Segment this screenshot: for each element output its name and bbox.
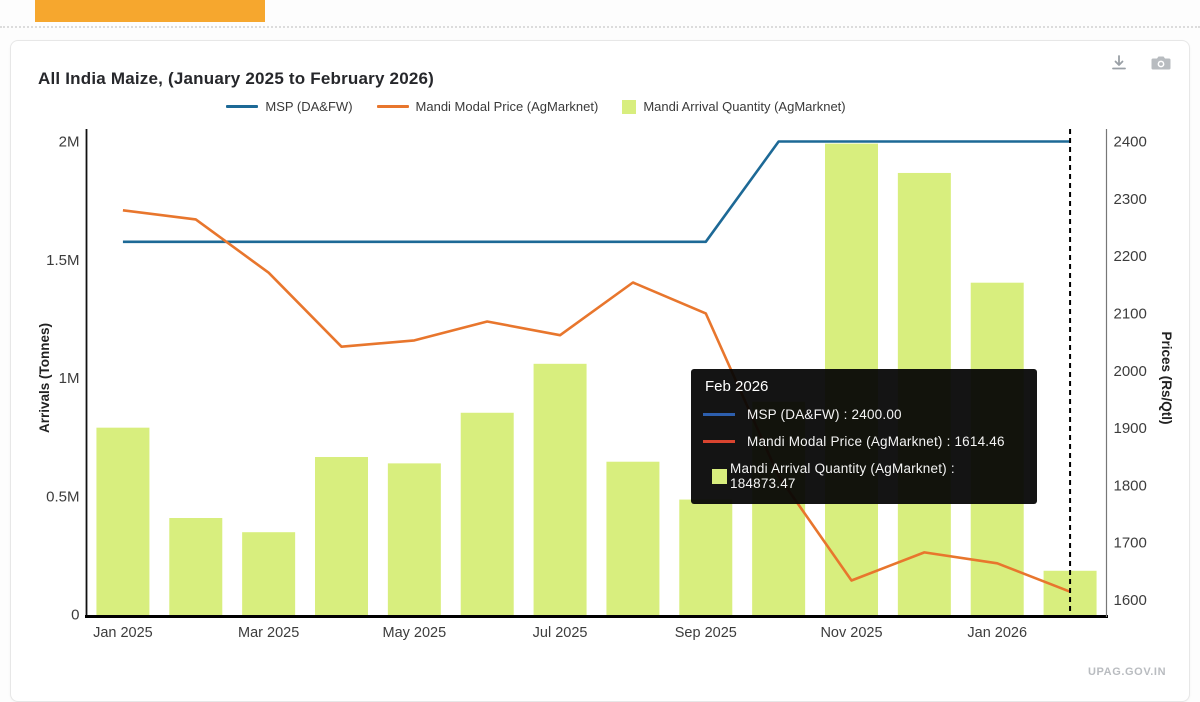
- arrival-bar[interactable]: [242, 532, 296, 616]
- y-right-tick-label: 2100: [1114, 305, 1147, 322]
- watermark: UPAG.GOV.IN: [1088, 666, 1167, 678]
- chart-title: All India Maize, (January 2025 to Februa…: [38, 69, 435, 88]
- y-left-tick-label: 0.5M: [46, 488, 79, 505]
- left-axis-title: Arrivals (Tonnes): [37, 323, 52, 433]
- x-tick-label: Nov 2025: [820, 625, 882, 641]
- tooltip-row-arrival-quantity: Mandi Arrival Quantity (AgMarknet) : 184…: [703, 461, 1023, 491]
- y-right-tick-label: 1800: [1114, 477, 1147, 494]
- download-icon: [1112, 55, 1126, 70]
- right-axis-title: Prices (Rs/Qtl): [1159, 331, 1174, 424]
- tooltip-row-modal-price: Mandi Modal Price (AgMarknet) : 1614.46: [703, 434, 1023, 449]
- arrival-bar[interactable]: [606, 461, 660, 616]
- msp-line[interactable]: [122, 140, 1071, 244]
- tooltip-arrival-quantity-swatch: [712, 468, 727, 484]
- arrival-bar[interactable]: [96, 427, 150, 616]
- x-tick-label: May 2025: [383, 625, 447, 641]
- arrival-bar[interactable]: [387, 463, 441, 616]
- top-nav-highlight-bar[interactable]: [35, 0, 265, 22]
- arrival-bar[interactable]: [315, 456, 368, 616]
- y-right-tick-label: 2000: [1114, 363, 1147, 380]
- tooltip-title: Feb 2026: [705, 378, 769, 395]
- x-tick-label: Jan 2026: [967, 625, 1027, 641]
- header-dotted-divider: [0, 26, 1200, 28]
- x-tick-label: Jan 2025: [93, 625, 153, 641]
- modal-price-line[interactable]: [122, 209, 1071, 593]
- y-left-tick-label: 1.5M: [46, 252, 79, 269]
- tooltip-modal-price-value: Mandi Modal Price (AgMarknet) : 1614.46: [747, 434, 1005, 449]
- y-right-tick-label: 1700: [1114, 535, 1147, 552]
- msp-legend-swatch: [226, 105, 259, 108]
- y-right-tick-label: 2400: [1114, 134, 1147, 151]
- tooltip-row-msp: MSP (DA&FW) : 2400.00: [703, 407, 1023, 422]
- y-right-tick-label: 1600: [1114, 592, 1147, 609]
- y-right-tick-label: 1900: [1114, 420, 1147, 437]
- modal-price-legend-swatch: [376, 105, 409, 108]
- y-left-tick-label: 1M: [59, 370, 80, 387]
- camera-icon: [1151, 56, 1171, 70]
- chart-legend: MSP (DA&FW) Mandi Modal Price (AgMarknet…: [86, 99, 986, 114]
- chart-toolbar: [1107, 51, 1173, 75]
- modal-price-legend-label: Mandi Modal Price (AgMarknet): [415, 99, 599, 114]
- x-tick-label: Mar 2025: [238, 625, 299, 641]
- download-button[interactable]: [1107, 51, 1131, 75]
- msp-legend-label: MSP (DA&FW): [265, 99, 353, 114]
- arrival-bar[interactable]: [460, 412, 514, 616]
- legend-item-msp[interactable]: MSP (DA&FW): [226, 99, 353, 114]
- tooltip-msp-swatch: [703, 413, 735, 416]
- legend-item-modal-price[interactable]: Mandi Modal Price (AgMarknet): [376, 99, 599, 114]
- tooltip-arrival-quantity-value: Mandi Arrival Quantity (AgMarknet) : 184…: [730, 461, 955, 491]
- arrival-bar[interactable]: [533, 363, 587, 616]
- x-tick-label: Jul 2025: [533, 625, 588, 641]
- y-left-tick-label: 2M: [59, 134, 80, 151]
- chart-card: All India Maize, (January 2025 to Februa…: [10, 40, 1190, 702]
- tooltip-modal-price-swatch: [703, 440, 735, 443]
- arrival-quantity-legend-label: Mandi Arrival Quantity (AgMarknet): [643, 99, 846, 114]
- legend-item-arrival-quantity[interactable]: Mandi Arrival Quantity (AgMarknet): [622, 99, 846, 114]
- arrival-bar[interactable]: [679, 499, 733, 616]
- snapshot-button[interactable]: [1149, 51, 1173, 75]
- arrival-bar[interactable]: [169, 518, 223, 616]
- y-right-tick-label: 2200: [1114, 248, 1147, 265]
- y-left-tick-label: 0: [71, 607, 79, 624]
- tooltip-msp-value: MSP (DA&FW) : 2400.00: [747, 407, 902, 422]
- chart-tooltip: Feb 2026 MSP (DA&FW) : 2400.00 Mandi Mod…: [691, 369, 1037, 504]
- arrival-quantity-legend-swatch: [622, 99, 637, 114]
- chart-plot-area[interactable]: 0 0.5M 1M 1.5M 2M 1600 1700 1800 1900 2000 2100 220…: [11, 41, 1189, 674]
- y-right-tick-label: 2300: [1114, 191, 1147, 208]
- x-tick-label: Sep 2025: [675, 625, 737, 641]
